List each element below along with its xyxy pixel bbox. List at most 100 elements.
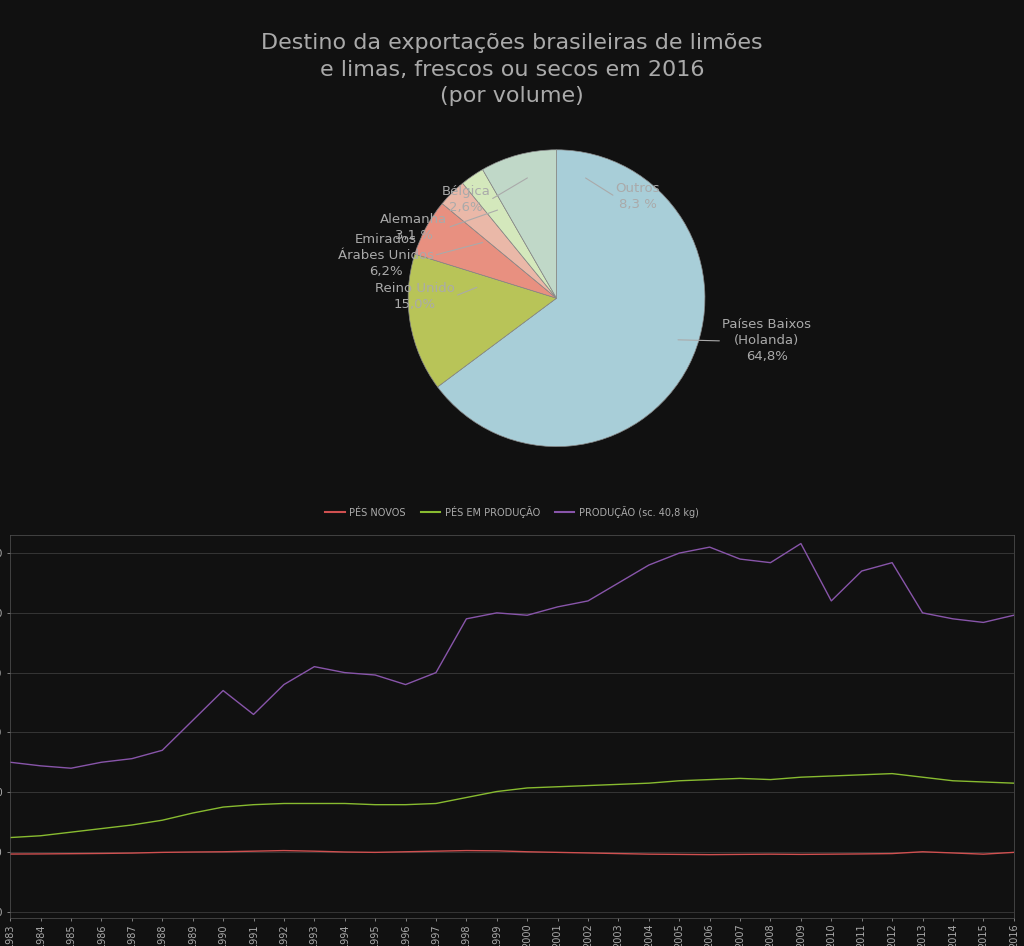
PRODUÇÃO (sc. 40,8 kg)	[186, 715, 199, 727]
PRODUÇÃO (sc. 40,8 kg)	[734, 553, 746, 565]
PÉS EM PRODUÇÃO	[339, 797, 351, 809]
Wedge shape	[463, 169, 556, 298]
PÉS EM PRODUÇÃO	[916, 772, 929, 783]
PRODUÇÃO (sc. 40,8 kg)	[552, 602, 564, 613]
PÉS NOVOS	[673, 849, 685, 860]
PÉS NOVOS	[369, 847, 381, 858]
PRODUÇÃO (sc. 40,8 kg)	[612, 577, 625, 588]
PÉS NOVOS	[339, 847, 351, 858]
Wedge shape	[437, 149, 705, 447]
PÉS EM PRODUÇÃO	[643, 778, 655, 789]
PRODUÇÃO (sc. 40,8 kg)	[703, 541, 716, 552]
PRODUÇÃO (sc. 40,8 kg)	[490, 607, 503, 619]
PRODUÇÃO (sc. 40,8 kg)	[977, 617, 989, 628]
PRODUÇÃO (sc. 40,8 kg)	[339, 667, 351, 678]
PRODUÇÃO (sc. 40,8 kg)	[4, 757, 16, 768]
Text: Emirados
Árabes Unidos
6,2%: Emirados Árabes Unidos 6,2%	[338, 233, 433, 278]
PRODUÇÃO (sc. 40,8 kg)	[673, 548, 685, 559]
PÉS EM PRODUÇÃO	[126, 819, 138, 831]
PÉS EM PRODUÇÃO	[369, 799, 381, 811]
PRODUÇÃO (sc. 40,8 kg)	[764, 557, 776, 569]
PRODUÇÃO (sc. 40,8 kg)	[643, 559, 655, 570]
Legend: PÉS NOVOS, PÉS EM PRODUÇÃO, PRODUÇÃO (sc. 40,8 kg): PÉS NOVOS, PÉS EM PRODUÇÃO, PRODUÇÃO (sc…	[326, 505, 698, 517]
PÉS EM PRODUÇÃO	[156, 815, 168, 826]
PÉS EM PRODUÇÃO	[734, 773, 746, 784]
PÉS EM PRODUÇÃO	[703, 774, 716, 785]
PÉS EM PRODUÇÃO	[399, 799, 412, 811]
PÉS NOVOS	[977, 849, 989, 860]
PRODUÇÃO (sc. 40,8 kg)	[795, 538, 807, 550]
PÉS EM PRODUÇÃO	[460, 792, 472, 803]
PÉS EM PRODUÇÃO	[612, 779, 625, 790]
PRODUÇÃO (sc. 40,8 kg)	[856, 566, 868, 577]
PÉS NOVOS	[65, 848, 77, 859]
PÉS NOVOS	[582, 848, 594, 859]
PÉS EM PRODUÇÃO	[977, 777, 989, 788]
PRODUÇÃO (sc. 40,8 kg)	[95, 757, 108, 768]
PÉS EM PRODUÇÃO	[1008, 778, 1020, 789]
PRODUÇÃO (sc. 40,8 kg)	[156, 745, 168, 756]
PÉS NOVOS	[399, 846, 412, 857]
PÉS NOVOS	[703, 849, 716, 860]
PRODUÇÃO (sc. 40,8 kg)	[399, 679, 412, 691]
PÉS NOVOS	[734, 849, 746, 860]
PÉS NOVOS	[308, 846, 321, 857]
Line: PÉS EM PRODUÇÃO: PÉS EM PRODUÇÃO	[10, 774, 1014, 837]
PÉS NOVOS	[552, 847, 564, 858]
PÉS NOVOS	[156, 847, 168, 858]
PÉS EM PRODUÇÃO	[856, 769, 868, 780]
PÉS NOVOS	[186, 847, 199, 858]
PRODUÇÃO (sc. 40,8 kg)	[916, 607, 929, 619]
PRODUÇÃO (sc. 40,8 kg)	[582, 595, 594, 606]
PÉS NOVOS	[430, 846, 442, 857]
PÉS EM PRODUÇÃO	[278, 797, 290, 809]
PÉS EM PRODUÇÃO	[521, 782, 534, 794]
PÉS EM PRODUÇÃO	[886, 768, 898, 780]
PRODUÇÃO (sc. 40,8 kg)	[521, 609, 534, 621]
PRODUÇÃO (sc. 40,8 kg)	[308, 661, 321, 673]
Text: Bélgica
2,6%: Bélgica 2,6%	[441, 185, 490, 215]
PRODUÇÃO (sc. 40,8 kg)	[248, 709, 260, 720]
PRODUÇÃO (sc. 40,8 kg)	[278, 679, 290, 691]
PRODUÇÃO (sc. 40,8 kg)	[947, 613, 959, 624]
PRODUÇÃO (sc. 40,8 kg)	[886, 557, 898, 569]
PRODUÇÃO (sc. 40,8 kg)	[126, 753, 138, 764]
Line: PRODUÇÃO (sc. 40,8 kg): PRODUÇÃO (sc. 40,8 kg)	[10, 544, 1014, 768]
PÉS EM PRODUÇÃO	[795, 772, 807, 783]
PÉS EM PRODUÇÃO	[248, 799, 260, 811]
PÉS NOVOS	[947, 848, 959, 859]
PÉS NOVOS	[35, 849, 47, 860]
Wedge shape	[482, 149, 556, 298]
PRODUÇÃO (sc. 40,8 kg)	[65, 762, 77, 774]
PÉS EM PRODUÇÃO	[552, 781, 564, 793]
PÉS EM PRODUÇÃO	[673, 775, 685, 786]
PÉS NOVOS	[1008, 847, 1020, 858]
PRODUÇÃO (sc. 40,8 kg)	[217, 685, 229, 696]
PÉS EM PRODUÇÃO	[217, 801, 229, 813]
PÉS NOVOS	[217, 846, 229, 857]
PÉS NOVOS	[795, 849, 807, 860]
PÉS EM PRODUÇÃO	[186, 807, 199, 818]
PÉS NOVOS	[856, 849, 868, 860]
PRODUÇÃO (sc. 40,8 kg)	[369, 670, 381, 681]
PÉS EM PRODUÇÃO	[4, 832, 16, 843]
Text: Países Baixos
(Holanda)
64,8%: Países Baixos (Holanda) 64,8%	[722, 319, 811, 363]
Text: Reino Unido
15,0%: Reino Unido 15,0%	[375, 282, 455, 310]
PRODUÇÃO (sc. 40,8 kg)	[825, 595, 838, 606]
PÉS EM PRODUÇÃO	[95, 823, 108, 834]
PRODUÇÃO (sc. 40,8 kg)	[460, 613, 472, 624]
PÉS NOVOS	[916, 846, 929, 857]
PRODUÇÃO (sc. 40,8 kg)	[430, 667, 442, 678]
PÉS NOVOS	[643, 849, 655, 860]
PÉS NOVOS	[521, 846, 534, 857]
PÉS NOVOS	[248, 846, 260, 857]
PÉS NOVOS	[95, 848, 108, 859]
PÉS EM PRODUÇÃO	[764, 774, 776, 785]
Line: PÉS NOVOS: PÉS NOVOS	[10, 850, 1014, 854]
PÉS NOVOS	[126, 848, 138, 859]
PÉS EM PRODUÇÃO	[65, 827, 77, 838]
PÉS EM PRODUÇÃO	[947, 775, 959, 786]
Text: Outros
8,3 %: Outros 8,3 %	[615, 183, 659, 211]
PÉS EM PRODUÇÃO	[825, 770, 838, 781]
Wedge shape	[442, 184, 556, 298]
